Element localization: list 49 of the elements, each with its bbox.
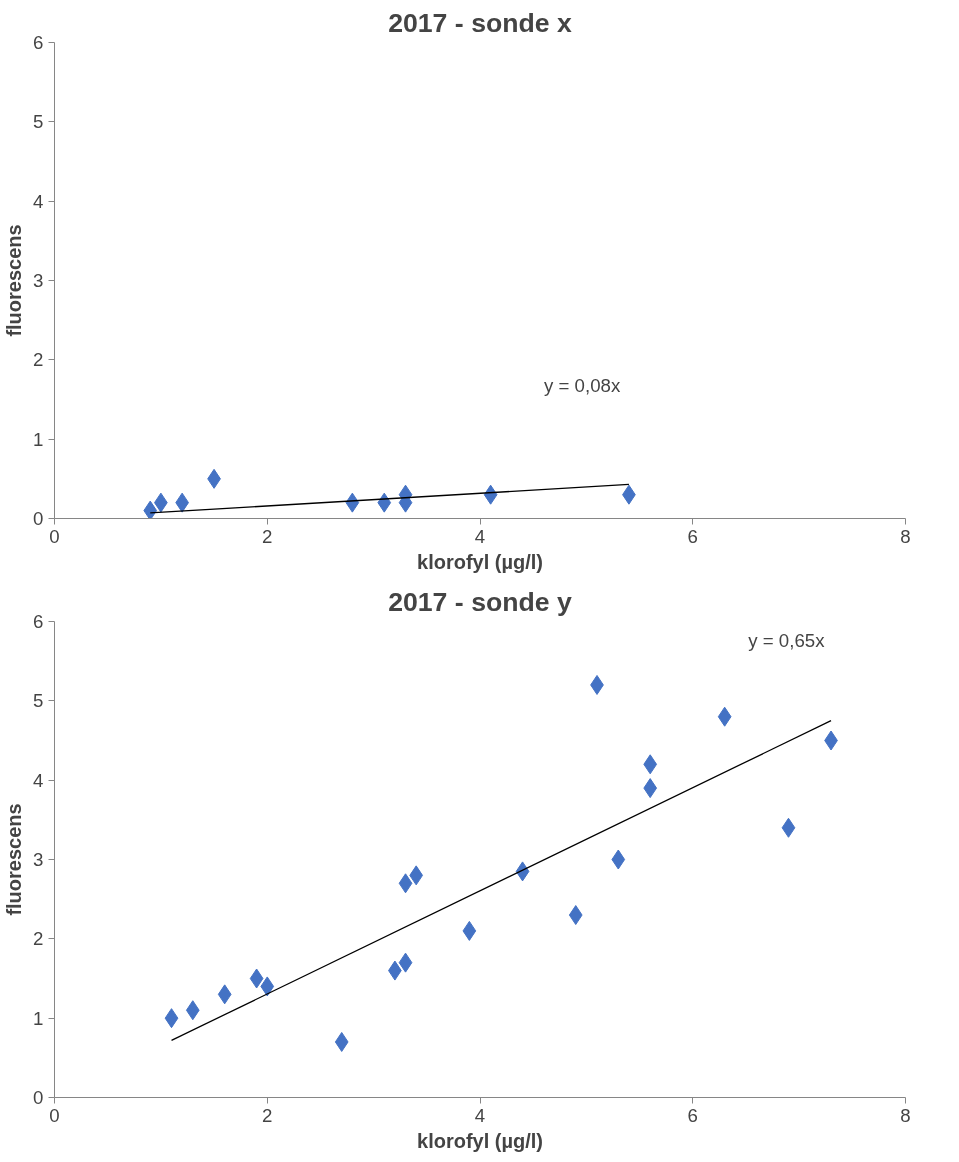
x-axis-title: klorofyl (µg/l)	[417, 1129, 543, 1152]
x-tick-label: 8	[900, 525, 911, 547]
point	[143, 500, 158, 519]
point	[409, 865, 424, 886]
y-tick-label: 4	[33, 769, 44, 791]
point	[249, 968, 264, 989]
chart-title: 2017 - sonde x	[388, 7, 573, 38]
x-axis-title: klorofyl (µg/l)	[417, 550, 543, 573]
point	[260, 976, 275, 997]
point	[185, 1000, 200, 1021]
point	[217, 984, 232, 1005]
y-tick-label: 1	[33, 428, 44, 450]
chart-title: 2017 - sonde y	[388, 586, 573, 617]
point	[398, 952, 413, 973]
y-tick-label: 2	[33, 928, 44, 950]
point	[717, 706, 732, 727]
y-tick-label: 2	[33, 349, 44, 371]
point	[462, 920, 477, 941]
y-tick-label: 3	[33, 270, 44, 291]
point	[643, 778, 658, 799]
y-tick-label: 0	[33, 1087, 44, 1108]
point	[611, 849, 626, 870]
x-tick-label: 0	[49, 525, 60, 547]
y-tick-label: 5	[33, 111, 44, 133]
y-axis-title: fluorescens	[3, 803, 26, 916]
x-tick-label: 8	[900, 1104, 911, 1126]
x-tick-label: 2	[262, 525, 273, 547]
annotation: y = 0,65x	[748, 630, 826, 652]
y-tick-label: 6	[33, 611, 44, 632]
y-tick-label: 6	[33, 32, 44, 53]
y-tick-label: 0	[33, 508, 44, 529]
x-tick-label: 2	[262, 1104, 273, 1126]
point	[568, 905, 583, 926]
y-axis-title: fluorescens	[3, 224, 26, 337]
annotation: y = 0,08x	[544, 374, 621, 396]
x-tick-label: 6	[687, 525, 698, 547]
y-tick-label: 4	[33, 190, 44, 212]
x-tick-label: 4	[474, 1104, 486, 1126]
point	[164, 1008, 179, 1029]
y-tick-label: 3	[33, 849, 44, 870]
x-tick-label: 0	[49, 1104, 60, 1126]
point	[334, 1031, 349, 1052]
point	[643, 754, 658, 775]
x-tick-label: 4	[474, 525, 486, 547]
y-tick-label: 5	[33, 690, 44, 712]
point	[781, 817, 796, 838]
x-tick-label: 6	[687, 1104, 698, 1126]
point	[398, 873, 413, 894]
y-tick-label: 1	[33, 1007, 44, 1029]
